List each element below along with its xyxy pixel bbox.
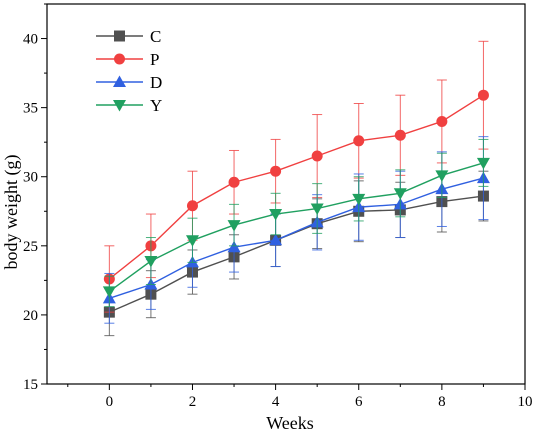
plot-frame: [46, 3, 526, 385]
x-tick-label: 2: [189, 394, 197, 410]
legend-item-C: C: [96, 27, 161, 46]
series-line-P: [108, 94, 484, 280]
data-point: [227, 220, 241, 232]
legend-marker: [113, 100, 126, 112]
series-layer: [102, 40, 490, 337]
data-point: [353, 135, 365, 147]
x-tick-label: 10: [518, 394, 533, 410]
legend-label: P: [150, 50, 159, 69]
series-line-Y: [108, 162, 484, 292]
y-tick-label: 15: [23, 377, 38, 393]
x-tick-label: 8: [438, 394, 446, 410]
legend-marker: [114, 30, 125, 42]
series-D: [102, 136, 490, 324]
data-point: [310, 203, 324, 216]
data-point: [270, 165, 282, 177]
legend-label: D: [150, 73, 162, 92]
series-line-D: [109, 177, 484, 299]
y-axis-title: body weight (g): [1, 155, 22, 270]
data-point: [185, 235, 199, 247]
data-point: [102, 286, 116, 298]
y-tick-label: 20: [23, 308, 38, 324]
y-tick-label: 35: [23, 101, 38, 117]
data-point: [352, 193, 366, 206]
data-point: [186, 200, 198, 212]
x-tick-label: 4: [272, 394, 280, 410]
legend-label: C: [150, 27, 161, 46]
data-point: [436, 115, 448, 127]
data-point: [144, 256, 158, 268]
legend-label: Y: [150, 96, 162, 115]
legend-marker: [113, 75, 126, 87]
axes-layer: 0 2 4 6 8 10 15 20 25 30 35 40: [23, 3, 533, 410]
data-point: [269, 209, 283, 221]
legend-item-Y: Y: [96, 96, 162, 115]
x-tick-label: 0: [106, 394, 114, 410]
series-Y: [102, 138, 490, 308]
series-C: [103, 170, 489, 337]
data-point: [269, 233, 283, 246]
y-tick-label: 40: [23, 32, 38, 48]
legend-marker: [114, 53, 125, 65]
data-point: [228, 176, 240, 188]
data-point: [477, 89, 489, 101]
data-point: [476, 157, 490, 170]
data-point: [311, 150, 323, 162]
legend-item-P: P: [96, 50, 159, 69]
y-tick-label: 30: [23, 170, 38, 186]
legend-item-D: D: [96, 73, 162, 92]
data-point: [227, 240, 241, 253]
data-point: [435, 170, 449, 182]
x-tick-label: 6: [355, 394, 363, 410]
data-point: [393, 188, 407, 200]
data-point: [394, 129, 406, 141]
x-axis-title: Weeks: [266, 413, 314, 433]
y-tick-label: 25: [23, 239, 38, 255]
